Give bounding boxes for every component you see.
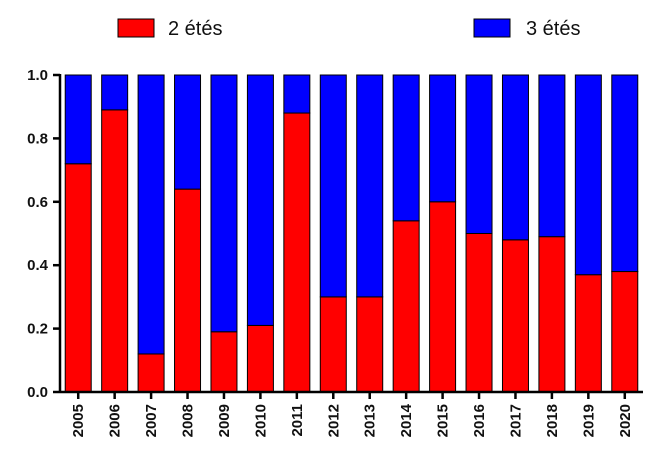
bar-2010-series-1: [246, 324, 274, 393]
bar-2013-series-1: [356, 296, 384, 393]
bar-2015-series-1: [429, 201, 457, 393]
bar-2019-series-2: [574, 74, 602, 276]
x-tick-label: 2010: [252, 404, 269, 437]
axes-group: 0.0 0.2 0.4 0.6 0.8 1.0 2005 2006 2007 2008 2009 20…: [27, 67, 643, 437]
x-tick-label: 2016: [471, 404, 488, 437]
legend-swatch-1: [117, 18, 155, 38]
bar-2006-series-1: [101, 109, 129, 393]
bar-2011-series-1: [283, 112, 311, 393]
x-tick-label: 2020: [617, 404, 634, 437]
x-tick-label: 2012: [325, 404, 342, 437]
x-tick-label: 2011: [289, 404, 306, 437]
bar-2011-series-2: [283, 74, 311, 114]
bar-2007-series-1: [137, 353, 165, 393]
bar-2016-series-1: [465, 233, 493, 393]
bar-2012-series-2: [319, 74, 347, 298]
bar-2014-series-2: [392, 74, 420, 222]
y-tick-label: 0.8: [27, 130, 48, 147]
y-tick-label: 0.0: [27, 384, 48, 401]
legend-label-2: 3 étés: [526, 18, 580, 40]
x-tick-label: 2014: [398, 403, 415, 437]
bars-group: [64, 74, 639, 393]
bar-2009-series-1: [210, 331, 238, 393]
bar-2016-series-2: [465, 74, 493, 234]
bar-2008-series-2: [174, 74, 202, 190]
x-tick-label: 2009: [216, 404, 233, 437]
x-tick-label: 2005: [70, 404, 87, 437]
bar-2017-series-1: [501, 239, 529, 393]
bar-2015-series-2: [429, 74, 457, 203]
x-tick-label: 2006: [107, 404, 124, 437]
bar-2020-series-2: [611, 74, 639, 273]
bar-2007-series-2: [137, 74, 165, 355]
y-tick-label: 0.2: [27, 321, 48, 338]
bar-2019-series-1: [574, 274, 602, 393]
x-tick-label: 2018: [544, 404, 561, 437]
x-tick-label: 2017: [507, 404, 524, 437]
bar-2018-series-2: [538, 74, 566, 238]
bar-2013-series-2: [356, 74, 384, 298]
bar-2005-series-1: [64, 163, 92, 393]
bar-2009-series-2: [210, 74, 238, 333]
bar-2014-series-1: [392, 220, 420, 393]
y-tick-label: 1.0: [27, 67, 48, 84]
x-tick-label: 2013: [362, 404, 379, 437]
bar-2017-series-2: [501, 74, 529, 241]
bar-2020-series-1: [611, 271, 639, 393]
x-tick-label: 2015: [435, 404, 452, 437]
x-tick-label: 2019: [580, 404, 597, 437]
legend-label-1: 2 étés: [168, 18, 222, 40]
x-tick-label: 2007: [143, 404, 160, 437]
bar-2006-series-2: [101, 74, 129, 111]
bar-2010-series-2: [246, 74, 274, 326]
legend: 2 étés 3 étés: [117, 18, 580, 40]
bar-2018-series-1: [538, 236, 566, 393]
legend-swatch-2: [473, 18, 511, 38]
y-tick-label: 0.6: [27, 194, 48, 211]
y-tick-label: 0.4: [27, 257, 49, 274]
bar-2012-series-1: [319, 296, 347, 393]
bar-2005-series-2: [64, 74, 92, 165]
bar-2008-series-1: [174, 188, 202, 393]
x-tick-label: 2008: [180, 404, 197, 437]
